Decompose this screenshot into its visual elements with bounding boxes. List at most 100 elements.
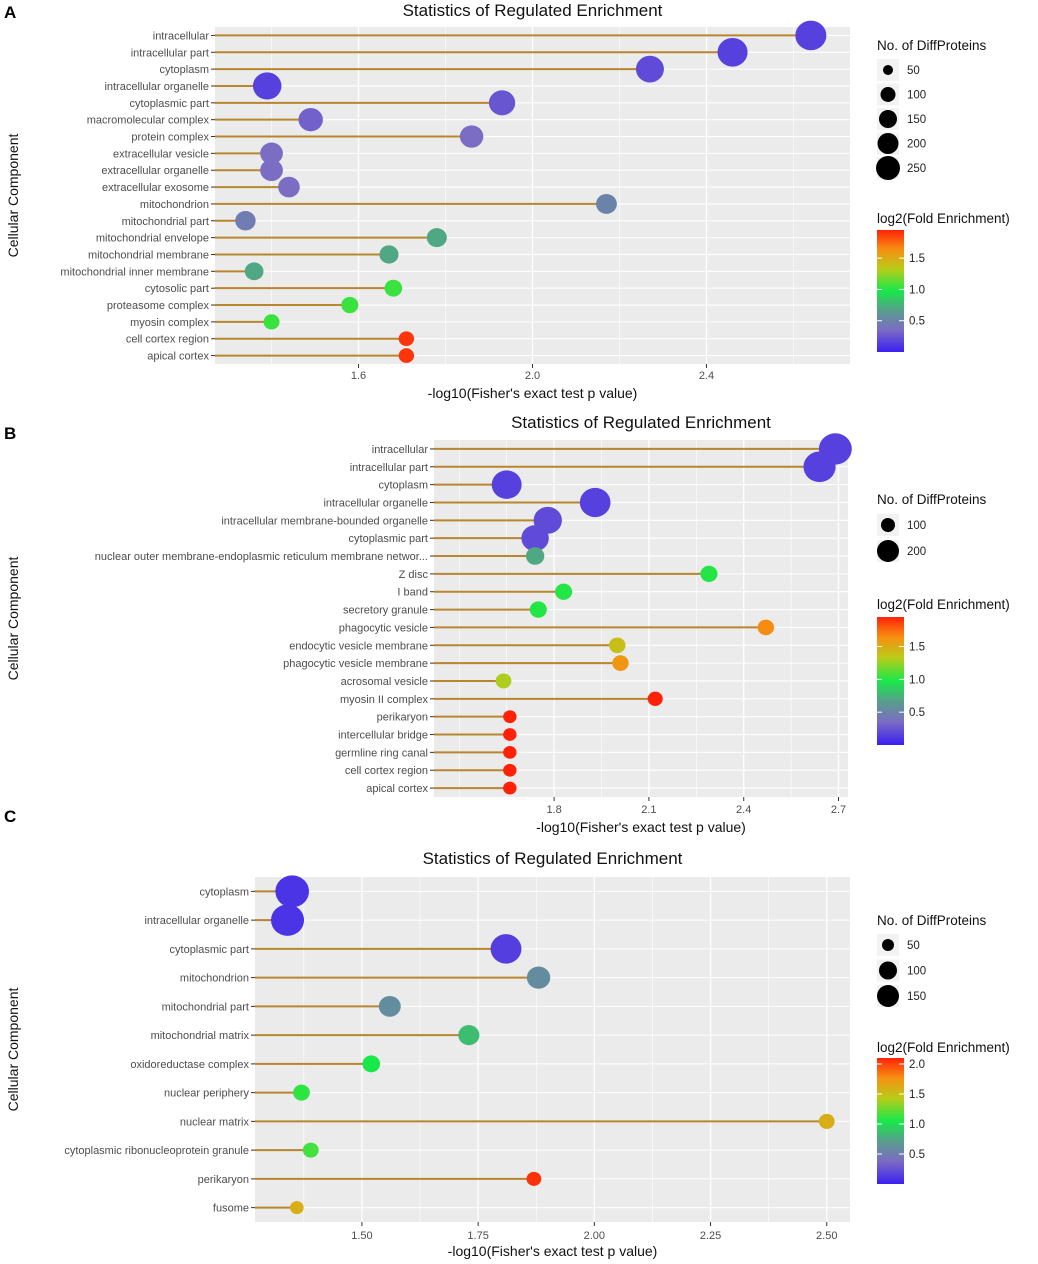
color-legend-label: 1.5: [909, 253, 925, 265]
y-tick-label: myosin II complex: [340, 694, 429, 706]
size-legend-dot: [879, 961, 897, 980]
data-point: [757, 619, 775, 636]
size-legend-label: 150: [907, 991, 926, 1003]
color-legend-title: log2(Fold Enrichment): [877, 211, 1010, 226]
panel-b: B Statistics of Regulated Enrichment intra…: [4, 413, 1010, 835]
y-tick-label: nuclear outer membrane-endoplasmic retic…: [95, 551, 428, 563]
y-tick-label: intracellular organelle: [144, 915, 249, 927]
data-point: [526, 1171, 542, 1186]
data-point: [398, 331, 415, 347]
panel-a: A Statistics of Regulated Enrichment intra…: [4, 1, 1010, 401]
data-point: [260, 142, 283, 165]
panel-letter: C: [4, 807, 16, 826]
y-axis-title: Cellular Component: [5, 557, 21, 681]
data-point: [579, 487, 611, 518]
y-tick-label: mitochondrial part: [122, 216, 209, 228]
data-point: [298, 108, 323, 132]
data-point: [503, 728, 517, 741]
y-tick-label: Z disc: [399, 569, 429, 581]
y-tick-label: nuclear matrix: [180, 1116, 250, 1128]
y-tick-label: apical cortex: [366, 783, 428, 795]
size-legend-label: 200: [907, 139, 926, 151]
y-tick-label: intracellular part: [350, 462, 428, 474]
data-point: [244, 262, 264, 281]
size-legend-title: No. of DiffProteins: [877, 492, 987, 507]
x-axis-title: -log10(Fisher's exact test p value): [536, 819, 746, 835]
y-tick-label: cell cortex region: [345, 765, 428, 777]
data-point: [260, 159, 283, 182]
color-legend-bar: [877, 230, 904, 352]
y-tick-label: cytoplasmic part: [130, 98, 209, 110]
x-tick-label: 1.50: [351, 1230, 372, 1242]
y-tick-label: perikaryon: [198, 1174, 249, 1186]
data-point: [263, 314, 280, 330]
data-point: [458, 1025, 480, 1046]
panel-letter: B: [4, 424, 16, 443]
size-legend-title: No. of DiffProteins: [877, 38, 987, 53]
y-tick-label: cell cortex region: [126, 334, 209, 346]
color-legend-label: 1.0: [909, 1119, 925, 1131]
x-tick-label: 2.7: [831, 804, 846, 816]
data-point: [503, 763, 517, 777]
y-tick-label: mitochondrial part: [162, 1001, 249, 1013]
y-tick-label: intracellular organelle: [323, 497, 428, 509]
x-tick-label: 1.6: [351, 370, 366, 382]
y-tick-label: extracellular organelle: [101, 165, 209, 177]
size-legend-dot: [880, 87, 896, 102]
y-tick-label: cytosolic part: [145, 283, 209, 295]
data-point: [596, 193, 617, 214]
chart-title: Statistics of Regulated Enrichment: [403, 1, 663, 20]
y-tick-label: protein complex: [131, 132, 209, 144]
data-point: [635, 55, 664, 83]
y-tick-label: intracellular membrane-bounded organelle: [221, 515, 428, 527]
chart-title: Statistics of Regulated Enrichment: [423, 849, 683, 868]
y-tick-label: endocytic vesicle membrane: [289, 640, 428, 652]
color-legend-label: 0.5: [909, 1149, 925, 1161]
y-tick-label: phagocytic vesicle: [339, 622, 428, 634]
y-tick-label: cytoplasm: [199, 886, 249, 898]
y-tick-label: macromolecular complex: [87, 115, 210, 127]
data-point: [378, 995, 401, 1017]
size-legend-label: 150: [907, 114, 926, 126]
data-point: [503, 745, 517, 759]
data-point: [426, 228, 447, 248]
data-point: [491, 470, 522, 499]
y-tick-label: mitochondrial membrane: [88, 249, 209, 261]
size-legend-dot: [879, 110, 897, 128]
data-point: [252, 72, 282, 100]
y-tick-label: I band: [397, 587, 428, 599]
size-legend-label: 250: [907, 163, 926, 175]
y-axis-title: Cellular Component: [5, 988, 21, 1112]
data-point: [270, 904, 305, 936]
y-tick-label: mitochondrion: [140, 199, 209, 211]
size-legend-dot: [883, 65, 893, 75]
data-point: [818, 1113, 835, 1129]
y-tick-label: cytoplasm: [159, 64, 209, 76]
y-tick-label: perikaryon: [377, 712, 428, 724]
size-legend-label: 100: [907, 520, 926, 532]
data-point: [362, 1055, 381, 1073]
data-point: [379, 245, 399, 264]
color-legend-label: 1.5: [909, 642, 925, 654]
size-legend-label: 50: [907, 940, 920, 952]
size-legend-label: 100: [907, 966, 926, 978]
data-point: [490, 934, 522, 964]
data-point: [503, 781, 517, 795]
y-tick-label: cytoplasmic part: [170, 944, 249, 956]
y-tick-label: cytoplasmic part: [349, 533, 428, 545]
data-point: [526, 966, 551, 989]
y-tick-label: intracellular: [153, 30, 210, 42]
data-point: [521, 525, 549, 552]
x-tick-label: 2.4: [699, 370, 714, 382]
data-point: [293, 1084, 310, 1101]
y-tick-label: myosin complex: [130, 317, 209, 329]
data-point: [529, 601, 547, 618]
size-legend-dot: [877, 540, 899, 562]
data-point: [341, 296, 359, 314]
y-tick-label: extracellular exosome: [102, 182, 209, 194]
color-legend-label: 1.0: [909, 674, 925, 686]
x-tick-label: 2.00: [584, 1230, 605, 1242]
plot-background: [255, 877, 850, 1222]
y-tick-label: extracellular vesicle: [113, 148, 209, 160]
